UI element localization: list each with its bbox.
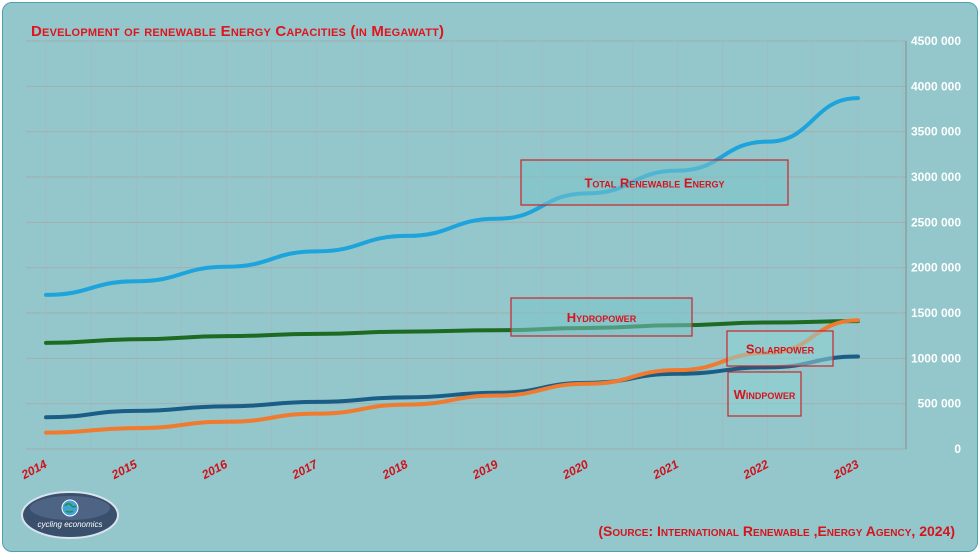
y-tick-label: 2000 000 bbox=[911, 261, 961, 275]
y-tick-label: 1500 000 bbox=[911, 306, 961, 320]
annotation-label: Solarpower bbox=[746, 342, 815, 357]
y-tick-label: 2500 000 bbox=[911, 215, 961, 229]
annotation-box bbox=[520, 159, 789, 206]
x-tick-label: 2020 bbox=[559, 457, 590, 483]
annotation-label: Total Renewable Energy bbox=[584, 176, 724, 191]
x-tick-label: 2017 bbox=[289, 456, 321, 482]
series-line bbox=[44, 96, 860, 297]
logo-text: cycling economics bbox=[38, 520, 103, 529]
x-axis-labels: 2014 2015 2016 2017 2018 2019 2020 2021 2022 2023 bbox=[18, 456, 861, 482]
chart-title: Development of renewable Energy Capaciti… bbox=[31, 23, 445, 40]
y-axis: 0 500 000 1000 000 1500 000 2000 000 2500 000… bbox=[905, 34, 962, 456]
y-tick-label: 3000 000 bbox=[911, 170, 961, 184]
x-tick-label: 2018 bbox=[379, 457, 410, 483]
y-tick-label: 4500 000 bbox=[911, 34, 961, 48]
x-tick-label: 2014 bbox=[18, 457, 49, 483]
annotation-label: Windpower bbox=[734, 387, 796, 402]
x-tick-label: 2021 bbox=[650, 457, 681, 483]
x-tick-label: 2016 bbox=[199, 457, 230, 483]
y-tick-label: 500 000 bbox=[918, 397, 962, 411]
y-tick-label: 4000 000 bbox=[911, 79, 961, 93]
x-tick-label: 2022 bbox=[740, 457, 771, 483]
y-tick-label: 1000 000 bbox=[911, 351, 961, 365]
x-tick-label: 2023 bbox=[830, 457, 861, 483]
annotation-box bbox=[726, 330, 834, 367]
x-tick-label: 2015 bbox=[108, 457, 139, 483]
annotation-label: Hydropower bbox=[567, 310, 637, 325]
line-chart: 0 500 000 1000 000 1500 000 2000 000 2500 000… bbox=[18, 34, 962, 539]
source-note: (Source: International Renewable ,Energy… bbox=[598, 523, 955, 539]
series-annotations: Total Renewable Energy Hydropower Solarpow… bbox=[510, 159, 834, 417]
y-tick-label: 0 bbox=[954, 442, 961, 456]
globe-icon-land bbox=[64, 502, 77, 513]
annotation-box bbox=[727, 371, 802, 417]
globe-icon bbox=[61, 499, 79, 517]
x-tick-label: 2019 bbox=[469, 457, 500, 483]
logo: cycling economics bbox=[21, 491, 119, 539]
y-tick-label: 3500 000 bbox=[911, 125, 961, 139]
annotation-box bbox=[510, 297, 693, 337]
series-line bbox=[44, 354, 860, 420]
series-line bbox=[44, 319, 860, 345]
